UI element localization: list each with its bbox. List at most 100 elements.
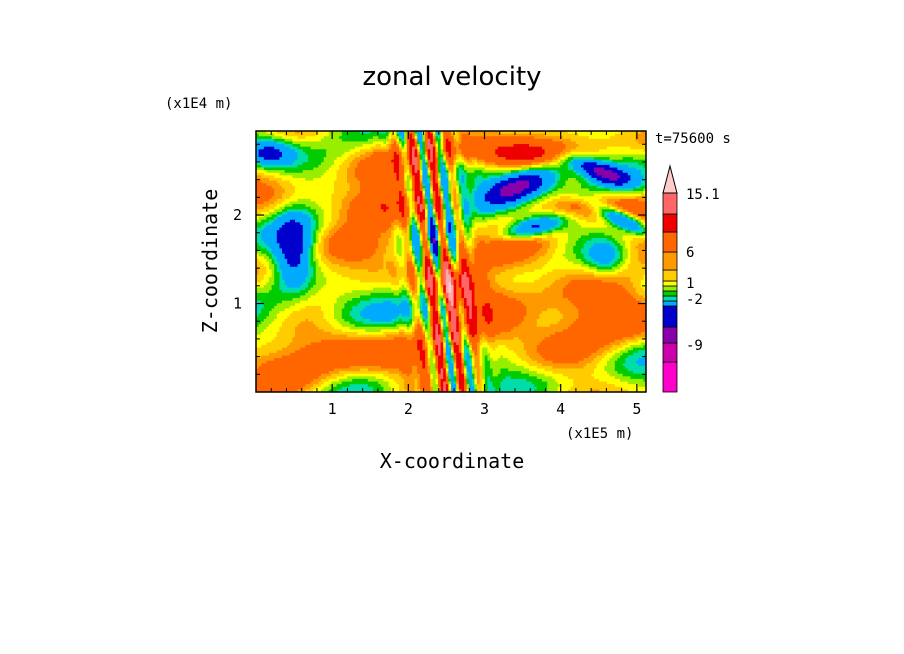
field-cell — [630, 240, 644, 244]
field-cell — [627, 211, 631, 216]
field-cell — [516, 230, 543, 234]
field-cell — [575, 219, 587, 223]
field-cell — [321, 175, 338, 179]
field-cell — [331, 193, 348, 197]
field-cell — [414, 198, 418, 203]
field-cell — [396, 238, 403, 242]
field-cell — [318, 264, 327, 268]
field-cell — [318, 326, 335, 330]
field-cell — [419, 389, 423, 392]
field-cell — [256, 248, 267, 252]
field-cell — [586, 180, 592, 184]
field-cell — [435, 376, 439, 380]
field-cell — [432, 146, 436, 150]
field-cell — [425, 204, 429, 208]
field-cell — [422, 151, 426, 156]
field-cell — [383, 256, 397, 260]
field-cell — [266, 224, 283, 229]
field-cell — [438, 167, 442, 171]
field-cell — [409, 298, 413, 302]
field-cell — [396, 243, 403, 247]
field-cell — [435, 238, 439, 242]
field-cell — [490, 201, 507, 205]
field-cell — [370, 292, 395, 297]
field-cell — [586, 258, 595, 263]
field-cell — [256, 185, 273, 190]
field-cell — [396, 172, 400, 176]
field-cell — [308, 264, 312, 268]
field-cell — [503, 235, 512, 239]
field-cell — [276, 256, 286, 260]
field-cell — [406, 146, 410, 150]
field-cell — [427, 175, 431, 179]
field-cell — [500, 284, 551, 289]
field-cell — [612, 245, 618, 250]
field-cell — [417, 222, 421, 226]
field-cell — [404, 378, 416, 383]
field-cell — [638, 219, 642, 223]
field-cell — [456, 365, 462, 370]
field-cell — [313, 214, 319, 218]
field-cell — [440, 389, 444, 392]
field-cell — [484, 337, 514, 341]
field-cell — [430, 295, 436, 299]
field-cell — [310, 243, 314, 247]
field-cell — [438, 245, 442, 250]
field-cell — [323, 230, 330, 234]
field-cell — [440, 324, 444, 328]
field-cell — [430, 253, 434, 257]
field-cell — [417, 303, 421, 307]
field-cell — [399, 193, 403, 197]
field-cell — [458, 266, 462, 270]
field-cell — [349, 204, 382, 208]
field-cell — [448, 363, 455, 367]
field-cell — [469, 204, 475, 208]
field-cell — [529, 144, 566, 148]
field-cell — [406, 373, 410, 377]
field-cell — [552, 191, 644, 195]
field-cell — [458, 261, 462, 265]
field-cell — [419, 149, 423, 153]
field-cell — [323, 209, 332, 213]
field-cell — [461, 358, 465, 362]
field-cell — [588, 188, 611, 192]
field-cell — [414, 313, 421, 317]
field-cell — [492, 381, 501, 385]
field-cell — [432, 217, 436, 221]
field-cell — [430, 386, 434, 390]
field-cell — [461, 350, 465, 354]
field-cell — [448, 389, 452, 392]
field-cell — [315, 269, 322, 273]
field-cell — [458, 318, 462, 323]
field-cell — [435, 131, 439, 135]
field-cell — [477, 350, 481, 354]
field-cell — [430, 245, 434, 250]
field-cell — [469, 133, 546, 137]
field-cell — [539, 248, 548, 252]
field-cell — [453, 345, 460, 349]
field-cell — [484, 198, 517, 203]
field-cell — [601, 214, 605, 218]
field-cell — [461, 214, 465, 218]
field-cell — [477, 345, 481, 349]
field-cell — [477, 352, 481, 357]
field-cell — [458, 146, 499, 150]
field-cell — [461, 133, 470, 137]
field-cell — [544, 198, 553, 203]
field-cell — [487, 386, 496, 390]
field-cell — [552, 235, 569, 239]
field-cell — [544, 253, 553, 257]
field-cell — [451, 146, 457, 150]
field-cell — [464, 227, 468, 231]
field-cell — [282, 269, 309, 273]
field-cell — [471, 240, 475, 244]
field-cell — [425, 271, 429, 276]
field-cell — [599, 347, 611, 351]
field-cell — [448, 282, 452, 286]
field-cell — [609, 188, 634, 192]
field-cell — [263, 318, 275, 323]
field-cell — [464, 235, 468, 239]
field-cell — [448, 240, 457, 244]
field-cell — [425, 326, 429, 330]
field-cell — [419, 248, 423, 252]
